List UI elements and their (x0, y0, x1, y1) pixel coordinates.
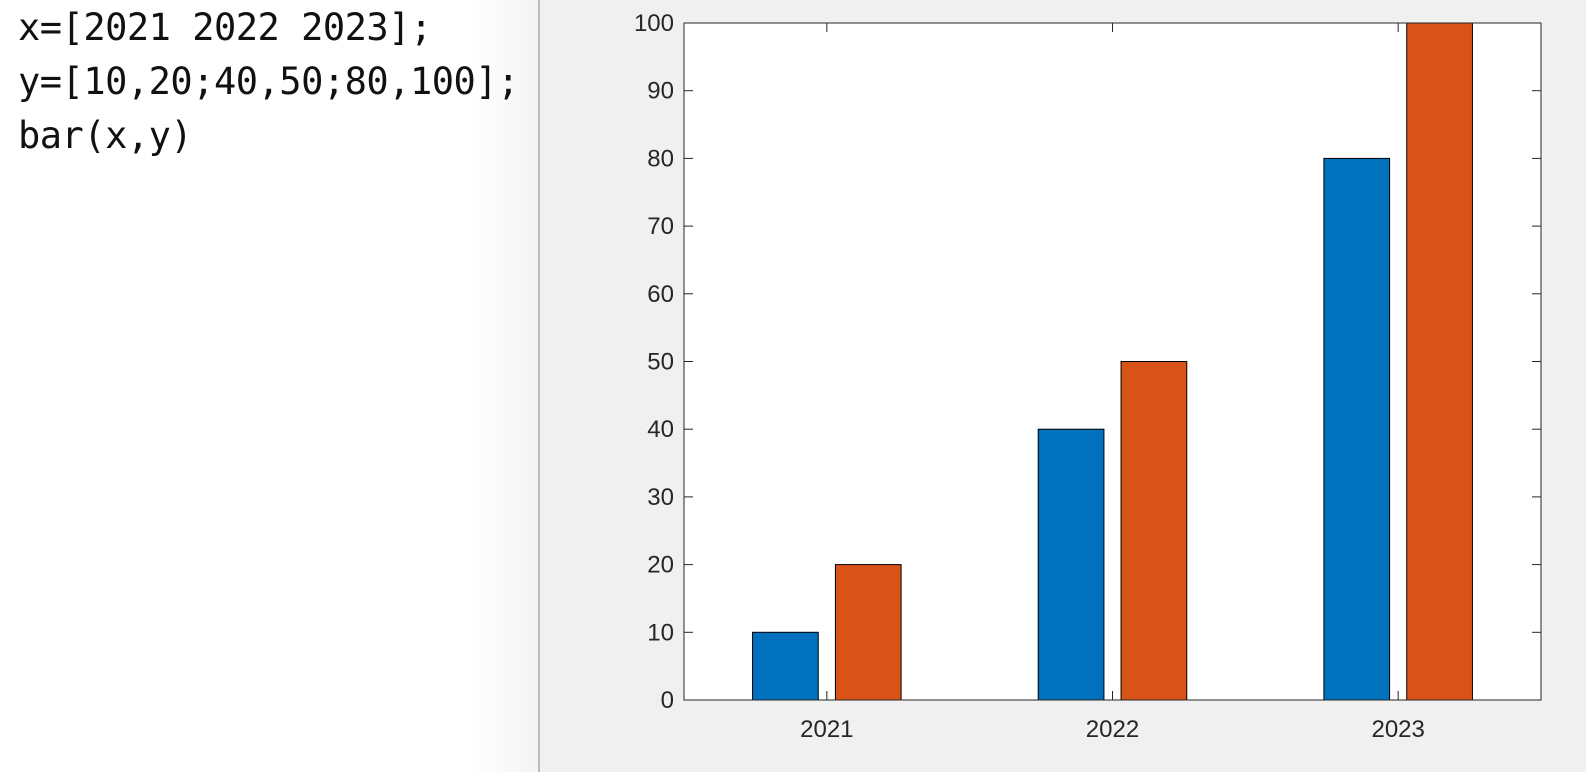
x-tick-label-2021: 2021 (800, 716, 853, 743)
y-tick-label-80: 80 (647, 145, 674, 172)
y-tick-label-0: 0 (661, 687, 674, 714)
bar-series1-2023 (1323, 157, 1391, 701)
bar-series1-2021 (752, 631, 819, 701)
bar-series2-2021 (834, 564, 902, 701)
y-tick-label-20: 20 (647, 552, 674, 579)
y-tick-label-70: 70 (647, 213, 674, 240)
bar-series2-2022 (1120, 361, 1188, 701)
bar-series2-2023 (1406, 22, 1473, 701)
y-tick-label-30: 30 (647, 484, 674, 511)
y-tick-label-40: 40 (647, 416, 674, 443)
x-tick-label-2022: 2022 (1086, 716, 1139, 743)
figure-panel: 0 10 20 30 40 50 60 70 80 90 100 2021 2022 2023 (540, 0, 1586, 772)
bar-chart: 0 10 20 30 40 50 60 70 80 90 100 2021 2022 2023 (634, 10, 1542, 743)
code-line-bar[interactable]: bar(x,y) (18, 114, 193, 157)
axes-background (684, 23, 1541, 700)
y-tick-label-10: 10 (647, 619, 674, 646)
pane-divider[interactable] (538, 0, 540, 772)
y-tick-label-100: 100 (634, 10, 674, 37)
axes-box (683, 22, 1542, 701)
y-tick-label-90: 90 (647, 78, 674, 105)
y-tick-label-50: 50 (647, 349, 674, 376)
y-tick-label-60: 60 (647, 281, 674, 308)
code-line-y[interactable]: y=[10,20;40,50;80,100]; (18, 60, 519, 103)
code-editor[interactable]: x=[2021 2022 2023]; y=[10,20;40,50;80,10… (0, 0, 538, 772)
x-tick-label-2023: 2023 (1371, 716, 1424, 743)
code-line-x[interactable]: x=[2021 2022 2023]; (18, 6, 432, 49)
bar-series1-2022 (1037, 428, 1105, 701)
